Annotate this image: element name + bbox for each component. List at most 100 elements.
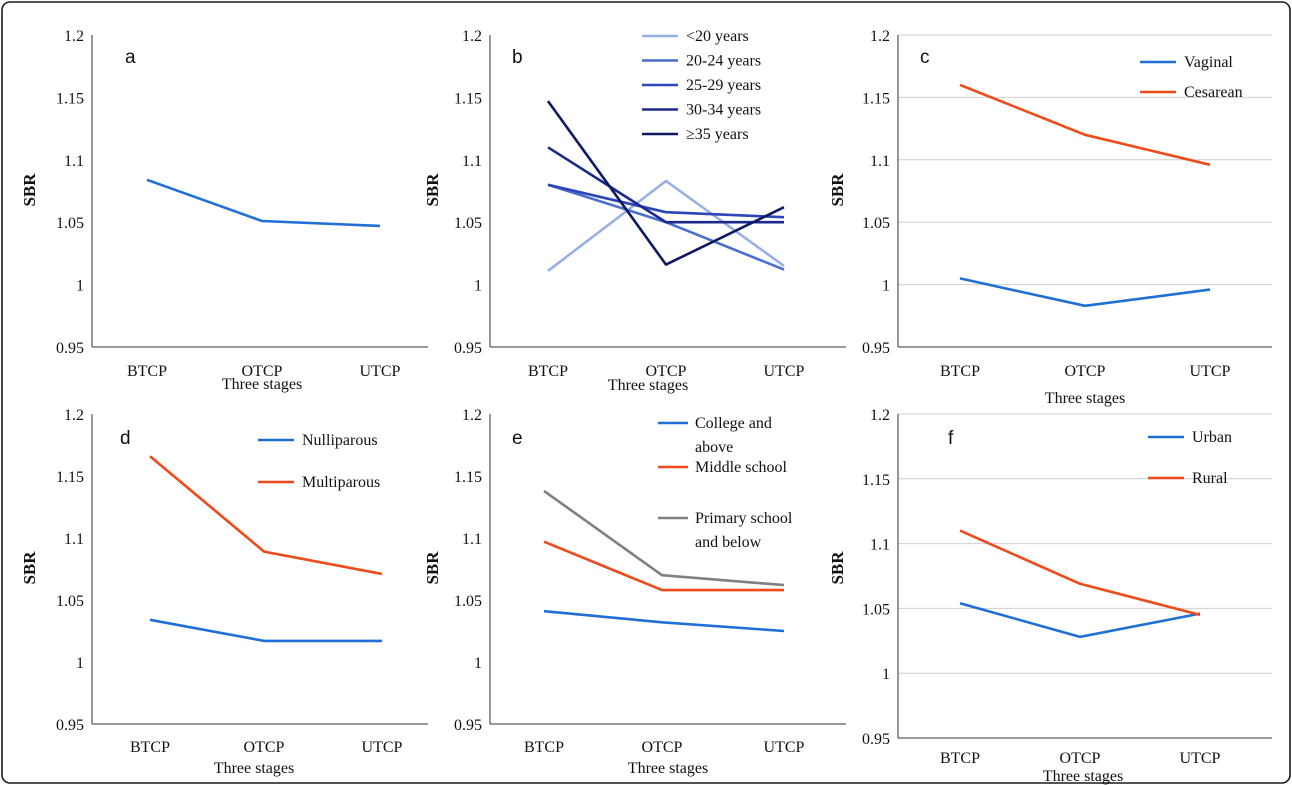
series-line-20-24-years [547,183,785,271]
series-line-30-34-years [547,146,784,224]
x-axis-title: Three stages [628,760,708,777]
y-tick-label: 0.95 [862,340,890,357]
y-tick-label: 1.15 [862,472,890,489]
y-tick-label: 1.1 [870,537,890,554]
panel-e: 0.95 1 1.05 1.1 1.15 1.2 BTCP OTCP UTCP SBR Three … [423,407,846,777]
x-tick-label: UTCP [362,739,403,756]
legend: <20 years 20-24 years 25-29 years 30-34 yea… [642,28,761,143]
panel-f: 0.95 1 1.05 1.1 1.15 1.2 BTCP OTCP UTCP SBR Three … [828,407,1272,785]
y-tick-label: 0.95 [56,717,84,734]
legend: Nulliparous Multiparous [258,432,380,491]
series-line-multiparous [149,455,383,576]
legend: Urban Rural [1148,429,1232,487]
y-tick-label: 1.2 [462,28,482,45]
y-tick-label: 1 [474,278,482,295]
legend-label: above [695,439,733,456]
series-line-middle-school [543,540,784,592]
y-tick-label: 1.2 [64,407,84,424]
y-tick-label: 1.2 [870,407,890,424]
legend-label: 20-24 years [686,53,761,70]
x-axis-title: Three stages [608,377,688,394]
series-line-data [146,178,381,228]
x-tick-label: BTCP [528,363,568,380]
x-tick-label: UTCP [1180,750,1221,767]
y-tick-label: 1.05 [454,593,482,610]
y-tick-label: 1.05 [56,215,84,232]
panel-b: 0.95 1 1.05 1.1 1.15 1.2 BTCP OTCP UTCP SBR Three … [423,28,846,394]
panels: 0.95 1 1.05 1.1 1.15 1.2 BTCP OTCP UTCP SBR Three … [20,28,1272,785]
y-tick-label: 1.1 [870,153,890,170]
panel-letter: e [512,428,523,449]
y-tick-label: 1.2 [462,407,482,424]
x-tick-label: UTCP [764,363,805,380]
y-tick-label: 1.05 [862,601,890,618]
y-tick-label: 1.2 [64,28,84,45]
legend-label: College and [695,415,772,432]
legend: Vaginal Cesarean [1140,54,1243,101]
y-tick-label: 1.1 [64,153,84,170]
x-axis-title: Three stages [1045,390,1125,407]
y-axis-title: SBR [20,551,39,585]
legend-label: Vaginal [1184,54,1233,71]
y-tick-label: 1.05 [454,215,482,232]
y-tick-label: 0.95 [454,717,482,734]
legend-label: Middle school [695,459,788,476]
legend-label: Urban [1192,429,1232,446]
x-tick-label: OTCP [1065,363,1106,380]
y-axis-title: SBR [828,551,847,585]
x-axis-title: Three stages [222,376,302,393]
series-line-cesarean [959,83,1211,167]
series-line-primary-school-and-below [543,489,785,587]
legend-label: 25-29 years [686,77,761,94]
y-axis-title: SBR [828,173,847,207]
legend-label: Rural [1192,470,1228,487]
panel-d: 0.95 1 1.05 1.1 1.15 1.2 BTCP OTCP UTCP SBR Three … [20,407,428,777]
series-line-urban [959,601,1201,639]
panel-letter: c [920,47,930,68]
y-axis-title: SBR [423,173,442,207]
x-tick-label: OTCP [642,739,683,756]
legend-label: <20 years [686,28,749,45]
legend-label: Multiparous [302,474,380,491]
x-tick-label: OTCP [242,363,283,380]
y-tick-label: 1.1 [462,531,482,548]
panel-letter: a [125,47,136,68]
y-axis-title: SBR [20,173,39,207]
panel-letter: b [512,47,523,68]
x-tick-label: OTCP [244,739,285,756]
legend-label: ≥35 years [686,126,749,143]
x-tick-label: BTCP [524,739,564,756]
y-tick-label: 1.2 [870,28,890,45]
x-tick-label: BTCP [940,750,980,767]
y-tick-label: 1 [76,278,84,295]
series-line-vaginal [959,277,1211,308]
y-tick-label: 0.95 [862,731,890,748]
x-tick-label: OTCP [1060,750,1101,767]
y-tick-label: 1.15 [862,90,890,107]
y-tick-label: 1.15 [454,469,482,486]
series-line-rural [959,529,1201,617]
x-tick-label: UTCP [1190,363,1231,380]
y-tick-label: 1 [76,655,84,672]
y-axis-title: SBR [423,551,442,585]
series-line-25-29-years [547,183,785,219]
x-axis-title: Three stages [1043,768,1123,785]
y-tick-label: 1.15 [56,469,84,486]
panel-letter: d [120,428,131,449]
x-tick-label: BTCP [127,363,167,380]
y-tick-label: 1.15 [454,90,482,107]
y-tick-label: 1.05 [56,593,84,610]
series-line--35-years [546,100,785,266]
y-tick-label: 1 [474,655,482,672]
legend-label: Nulliparous [302,432,378,449]
panel-c: 0.95 1 1.05 1.1 1.15 1.2 BTCP OTCP UTCP SBR Three … [828,28,1272,407]
legend-label: and below [695,534,762,551]
x-tick-label: OTCP [646,363,687,380]
y-tick-label: 1 [882,278,890,295]
y-tick-label: 1.1 [462,153,482,170]
y-tick-label: 0.95 [56,340,84,357]
x-tick-label: UTCP [360,363,401,380]
panel-letter: f [948,428,954,449]
